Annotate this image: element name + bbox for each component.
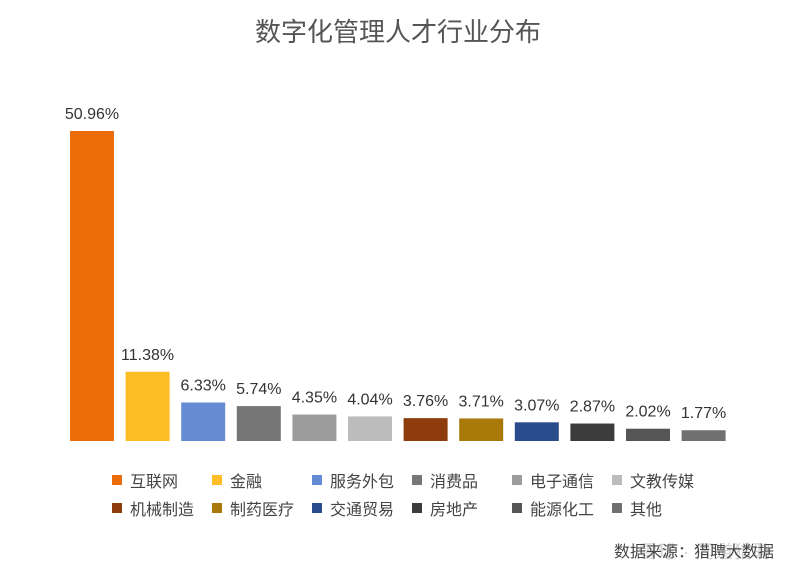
bar-3 — [181, 402, 226, 441]
legend-swatch — [412, 503, 422, 513]
legend-swatch — [212, 503, 222, 513]
bar-7 — [403, 418, 448, 441]
legend-label: 机械制造 — [130, 502, 195, 519]
legend-label: 互联网 — [130, 474, 179, 491]
bar-10 — [570, 423, 615, 441]
bar-11 — [626, 428, 670, 441]
bar-8 — [459, 418, 504, 441]
legend-item: 服务外包 — [312, 466, 412, 494]
legend-item: 互联网 — [112, 466, 212, 494]
legend-label: 电子通信 — [530, 474, 595, 491]
data-label-5: 4.35% — [292, 390, 337, 407]
legend-item: 机械制造 — [112, 494, 212, 522]
data-label-7: 3.76% — [403, 393, 448, 410]
data-label-3: 6.33% — [181, 377, 226, 394]
legend-swatch — [512, 475, 522, 485]
legend-label: 制药医疗 — [230, 502, 295, 519]
legend-item: 文教传媒 — [612, 466, 712, 494]
legend-swatch — [412, 475, 422, 485]
legend-swatch — [612, 475, 622, 485]
legend-item: 交通贸易 — [312, 494, 412, 522]
bar-4 — [236, 406, 281, 441]
data-label-11: 2.02% — [625, 404, 670, 421]
legend-swatch — [512, 503, 522, 513]
legend-item: 制药医疗 — [212, 494, 312, 522]
legend-label: 能源化工 — [530, 502, 595, 519]
data-label-4: 5.74% — [236, 381, 281, 398]
legend-item: 电子通信 — [512, 466, 612, 494]
legend-label: 消费品 — [430, 474, 479, 491]
source-note: 数据来源：猎聘大数据 — [613, 544, 774, 561]
legend-item: 消费品 — [412, 466, 512, 494]
legend-label: 金融 — [230, 474, 263, 491]
legend-swatch — [312, 475, 322, 485]
legend-swatch — [612, 503, 622, 513]
bar-chart: 50.96% 11.38% 6.33% 5.74% 4.35% 4.04% 3.76% 3.7… — [65, 106, 726, 441]
data-label-6: 4.04% — [347, 391, 392, 408]
legend-row: 机械制造 制药医疗 交通贸易 房地产 能源化工 其他 — [112, 494, 752, 522]
data-label-9: 3.07% — [514, 397, 559, 414]
legend-swatch — [112, 475, 122, 485]
legend-label: 其他 — [630, 502, 663, 519]
chart-title: 数字化管理人才行业分布 — [254, 17, 541, 47]
legend-label: 文教传媒 — [630, 474, 695, 491]
data-label-2: 11.38% — [121, 347, 174, 364]
legend-item: 房地产 — [412, 494, 512, 522]
legend-item: 其他 — [612, 494, 712, 522]
bar-2 — [125, 371, 170, 441]
legend-swatch — [312, 503, 322, 513]
watermark: 雪球 · 同道猎聘 — [639, 542, 772, 562]
data-label-12: 1.77% — [681, 405, 726, 422]
legend-row: 互联网 金融 服务外包 消费品 电子通信 文教传媒 — [112, 466, 752, 494]
data-label-10: 2.87% — [570, 399, 615, 416]
bar-1 — [70, 131, 114, 441]
bar-12 — [681, 430, 726, 441]
legend-swatch — [112, 503, 122, 513]
data-label-1: 50.96% — [65, 106, 119, 123]
legend-label: 房地产 — [430, 502, 479, 519]
data-label-8: 3.71% — [459, 393, 504, 410]
legend-swatch — [212, 475, 222, 485]
bar-9 — [514, 422, 559, 441]
legend-label: 服务外包 — [330, 474, 395, 491]
legend-item: 能源化工 — [512, 494, 612, 522]
legend-label: 交通贸易 — [330, 502, 395, 519]
bar-5 — [292, 414, 337, 441]
legend-item: 金融 — [212, 466, 312, 494]
bar-6 — [348, 416, 392, 441]
chart-legend: 互联网 金融 服务外包 消费品 电子通信 文教传媒机械制造 制药医疗 交通贸易 房地产 能源化工 其… — [112, 466, 752, 522]
